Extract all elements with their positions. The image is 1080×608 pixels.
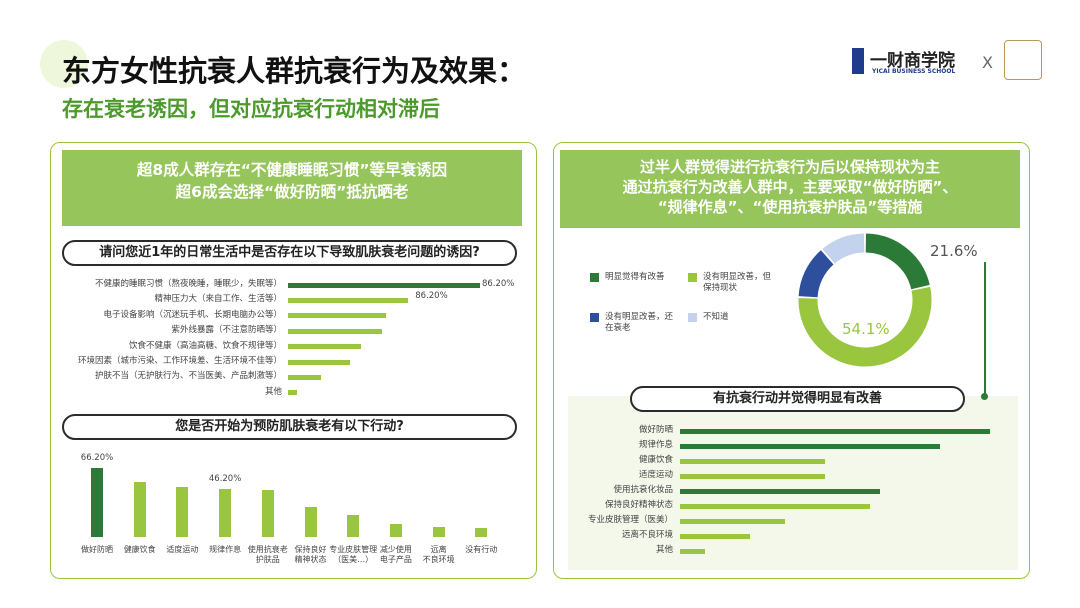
legend-label: 不知道 [703, 312, 729, 322]
y-tick-label: 不健康的睡眠习惯（熬夜晚睡，睡眠少，失眠等） [94, 279, 282, 289]
legend-swatch [688, 313, 697, 322]
bar [680, 503, 870, 509]
value-label: 86.20% [481, 279, 515, 289]
x-tick-label: 做好防晒 [81, 545, 113, 554]
question-pill: 您是否开始为预防肌肤衰老有以下行动? [62, 414, 517, 440]
bar [680, 488, 880, 494]
connector-dot [981, 393, 988, 400]
summary-line: “规律作息”、“使用抗衰护肤品”等措施 [657, 198, 923, 216]
summary-line: 超8成人群存在“不健康睡眠习惯”等早衰诱因 [136, 161, 448, 179]
legend-swatch [590, 313, 599, 322]
logo-sub: YICAI BUSINESS SCHOOL [872, 68, 956, 75]
bar [288, 390, 297, 396]
bar [680, 428, 990, 434]
x-tick-label: 健康饮食 [123, 545, 156, 554]
y-tick-label: 做好防晒 [638, 425, 673, 435]
summary-line: 过半人群觉得进行抗衰行为后以保持现状为主 [639, 158, 940, 176]
bar [680, 443, 940, 449]
value-label: 54.1% [842, 320, 890, 338]
bar [288, 374, 322, 380]
legend-label: 没有明显改善，还在衰老 [605, 312, 674, 333]
x-tick-label: 减少使用 电子产品 [379, 545, 412, 564]
y-tick-label: 环境因素（城市污染、工作环境差、生活环境不佳等） [77, 356, 282, 366]
donut-chart [798, 233, 932, 367]
bar [91, 468, 103, 537]
summary-line: 超6成会选择“做好防晒”抵抗晒老 [175, 183, 409, 201]
donut-segment [822, 233, 865, 264]
donut-segment [798, 286, 932, 367]
left-panel [50, 142, 537, 579]
y-tick-label: 护肤不当（无护肤行为、不当医美、产品刺激等） [94, 371, 282, 382]
y-tick-label: 使用抗衰化妆品 [613, 485, 673, 495]
bar [261, 490, 274, 537]
logo-mark [852, 48, 864, 74]
connector [984, 262, 986, 396]
partner-logo [1004, 40, 1042, 80]
x-tick-label: 保持良好 精神状态 [294, 545, 327, 564]
x-tick-label: 远离 不良环境 [422, 545, 455, 564]
bar [475, 527, 488, 537]
decoration [40, 40, 88, 88]
bar [389, 524, 402, 537]
title: 东方女性抗衰人群抗衰行为及效果： [62, 54, 527, 88]
bar [288, 313, 386, 319]
x-tick-label: 使用抗衰老 护肤品 [247, 545, 288, 564]
right-summary: 过半人群觉得进行抗衰行为后以保持现状为主 通过抗衰行为改善人群中，主要采取“做好… [560, 150, 1020, 228]
chart-background [568, 396, 1018, 570]
y-tick-label: 适度运动 [638, 470, 673, 480]
chart-title-pill: 有抗衰行动并觉得明显有改善 [630, 386, 965, 412]
bar [680, 548, 705, 554]
donut-segment [798, 250, 834, 298]
bar [133, 481, 146, 537]
question-pill: 请问您近1年的日常生活中是否存在以下导致肌肤衰老问题的诱因? [62, 240, 517, 266]
logo-separator: X [982, 53, 993, 72]
y-tick-label: 电子设备影响（沉迷玩手机、长期电脑办公等） [103, 309, 282, 320]
y-tick-label: 其他 [655, 545, 673, 555]
legend-swatch [688, 273, 697, 282]
annotation: 86.20% [415, 291, 448, 302]
legend-swatch [590, 273, 599, 282]
bar [680, 473, 825, 479]
value-label: 66.20% [80, 453, 114, 464]
x-tick-label: 适度运动 [166, 545, 199, 554]
value-label: 46.20% [208, 473, 242, 484]
bar [176, 486, 189, 537]
logo-name: 一财商学院 [870, 51, 955, 71]
x-tick-label: 专业皮肤管理 （医美…） [329, 545, 378, 564]
bar [219, 488, 232, 537]
y-tick-label: 专业皮肤管理（医美） [587, 515, 673, 525]
bar [288, 359, 351, 365]
bar [288, 282, 480, 288]
x-tick-label: 规律作息 [209, 545, 242, 554]
right-panel [553, 142, 1030, 579]
y-tick-label: 保持良好精神状态 [604, 500, 673, 510]
y-tick-label: 精神压力大（来自工作、生活等） [154, 294, 282, 305]
y-tick-label: 健康饮食 [638, 455, 673, 465]
y-tick-label: 规律作息 [638, 440, 673, 450]
summary-line: 通过抗衰行为改善人群中，主要采取“做好防晒”、 [622, 178, 958, 196]
x-tick-label: 没有行动 [465, 545, 498, 554]
value-label: 21.6% [930, 242, 978, 260]
bar [680, 533, 750, 539]
bar [680, 458, 825, 464]
y-tick-label: 其他 [264, 386, 282, 397]
bar [288, 344, 362, 350]
donut-segment [865, 233, 930, 290]
left-summary: 超8成人群存在“不健康睡眠习惯”等早衰诱因 超6成会选择“做好防晒”抵抗晒老 [62, 150, 522, 226]
y-tick-label: 远离不良环境 [621, 530, 673, 540]
bar [304, 506, 317, 537]
y-tick-label: 饮食不健康（高油高糖、饮食不规律等） [128, 340, 282, 351]
bar [432, 526, 445, 537]
bar [288, 328, 382, 334]
bar [288, 297, 409, 303]
legend-label: 没有明显改善，但保持现状 [703, 272, 772, 293]
y-tick-label: 紫外线暴露（不注意防晒等） [171, 325, 282, 336]
bar [347, 515, 360, 537]
subtitle: 存在衰老诱因，但对应抗衰行动相对滞后 [62, 97, 440, 121]
legend-label: 明显觉得有改善 [605, 272, 665, 282]
bar [680, 518, 785, 524]
